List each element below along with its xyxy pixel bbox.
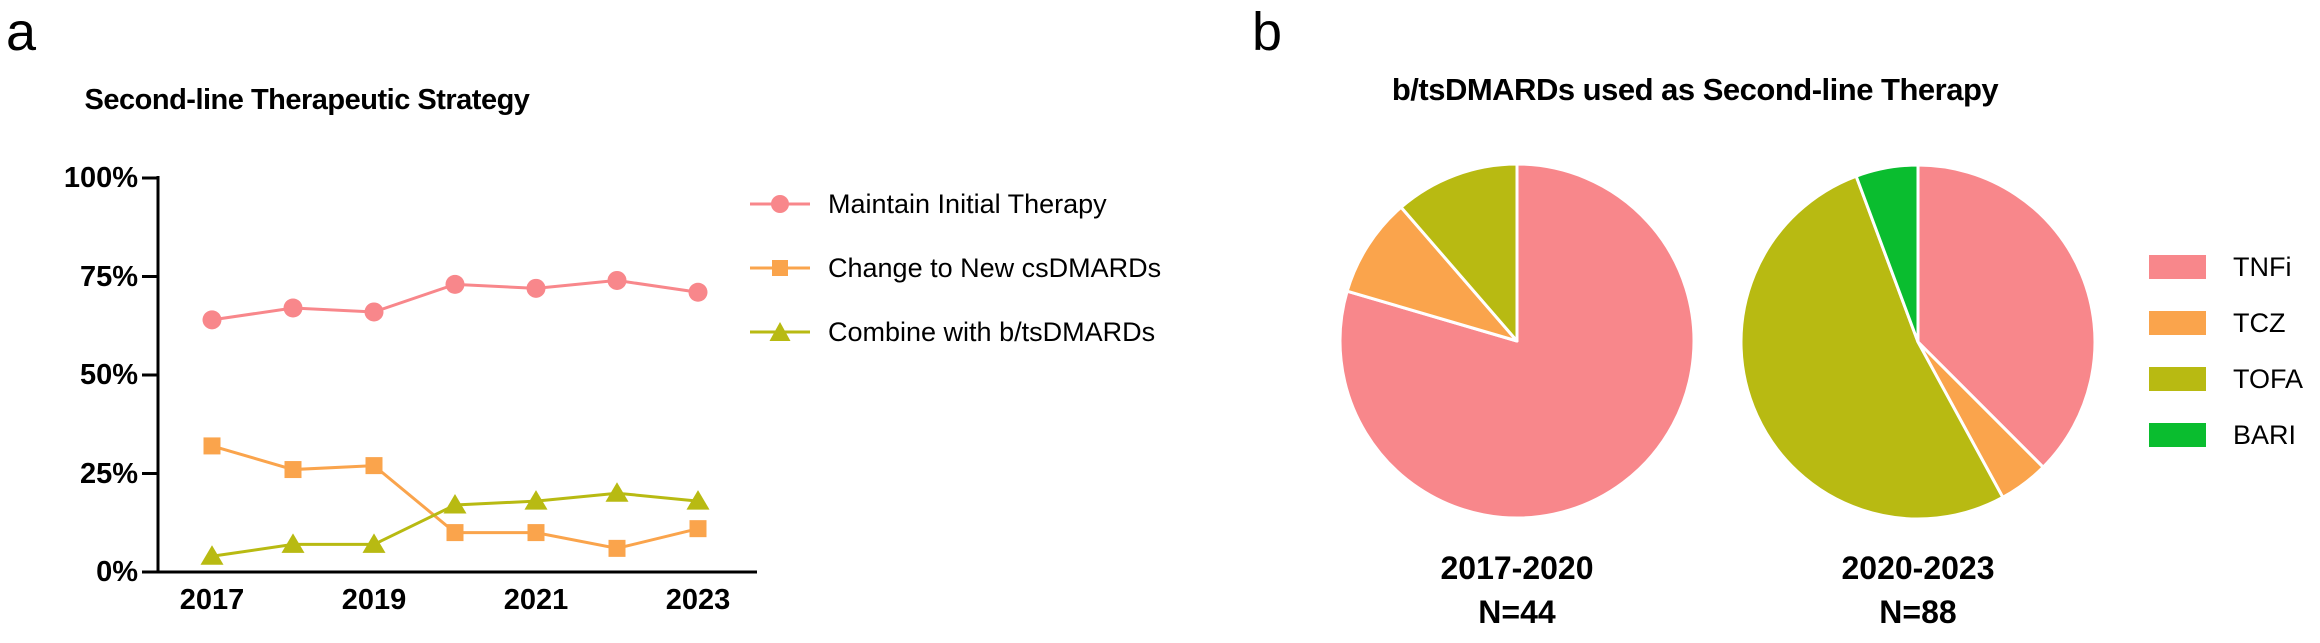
legend-item-label: Combine with b/tsDMARDs	[828, 316, 1156, 347]
legend-item: Change to New csDMARDs	[748, 253, 1161, 283]
data-point-circle	[445, 274, 465, 294]
square-marker-icon	[750, 260, 810, 276]
data-point-square	[689, 520, 707, 538]
legend-item-label: BARI	[2233, 419, 2297, 450]
data-point-circle	[688, 282, 708, 302]
pie-slice-BARI	[1854, 163, 1920, 344]
data-point-circle	[283, 298, 303, 318]
legend-item-label: TNFi	[2233, 251, 2292, 282]
panel-b-letter: b	[1252, 2, 1283, 62]
y-tick-label: 0%	[96, 556, 138, 588]
legend-color-swatch	[2149, 367, 2206, 391]
pie-slice-TOFA	[1739, 174, 2005, 521]
legend-item-label: TCZ	[2233, 307, 2286, 338]
legend-item: Combine with b/tsDMARDs	[748, 317, 1155, 347]
line-chart-title: Second-line Therapeutic Strategy	[84, 84, 530, 116]
triangle-marker-icon	[750, 322, 810, 341]
data-point-triangle	[200, 545, 224, 565]
pie-chart-title: b/tsDMARDs used as Second-line Therapy	[1391, 72, 1999, 107]
data-point-square	[203, 437, 221, 455]
data-point-circle	[607, 270, 627, 290]
data-point-square	[446, 524, 464, 542]
legend-marker-glyph	[771, 195, 789, 213]
data-point-triangle	[281, 533, 305, 553]
legend-item: TNFi	[2149, 252, 2291, 282]
legend-marker-glyph	[769, 322, 791, 341]
data-point-triangle	[524, 490, 548, 510]
data-point-triangle	[605, 482, 629, 502]
legend-item: BARI	[2149, 420, 2296, 450]
x-tick-label: 2017	[179, 584, 245, 616]
data-point-square	[608, 539, 626, 557]
data-point-triangle	[686, 490, 710, 510]
pie-slice-TNFi	[1916, 163, 2097, 469]
data-point-triangle	[443, 494, 467, 514]
data-point-square	[284, 461, 302, 479]
data-point-circle	[526, 278, 546, 298]
pie1-period-label: 2017-2020	[1440, 550, 1594, 586]
data-point-circle	[202, 310, 222, 330]
legend-item: TOFA	[2149, 364, 2303, 394]
legend-item: TCZ	[2149, 308, 2285, 338]
legend-item-label: Maintain Initial Therapy	[828, 188, 1107, 219]
y-tick-label: 50%	[79, 359, 138, 391]
pie-slice-TCZ	[1345, 205, 1519, 343]
legend-item-label: TOFA	[2233, 363, 2304, 394]
y-tick-label: 75%	[79, 260, 138, 293]
circle-marker-icon	[750, 195, 810, 213]
pie2-period-label: 2020-2023	[1841, 550, 1995, 586]
data-point-square	[527, 524, 545, 542]
data-point-triangle	[362, 533, 386, 553]
legend-item: Maintain Initial Therapy	[748, 189, 1107, 219]
y-tick-label: 100%	[63, 162, 138, 194]
x-tick-label: 2019	[341, 584, 407, 616]
legend-color-swatch	[2149, 255, 2206, 279]
y-tick-label: 25%	[79, 457, 138, 490]
panel-a-letter: a	[6, 2, 37, 62]
pie-slice-TOFA	[1399, 162, 1519, 343]
legend-color-swatch	[2149, 311, 2206, 335]
pie1-n-label: N=44	[1478, 594, 1556, 630]
legend-color-swatch	[2149, 423, 2206, 447]
data-point-square	[365, 457, 383, 475]
legend-marker-glyph	[772, 260, 788, 276]
data-point-circle	[364, 302, 384, 322]
pie2-n-label: N=88	[1879, 594, 1957, 630]
legend-item-label: Change to New csDMARDs	[828, 252, 1162, 283]
x-tick-label: 2023	[665, 584, 731, 616]
x-tick-label: 2021	[503, 584, 569, 616]
